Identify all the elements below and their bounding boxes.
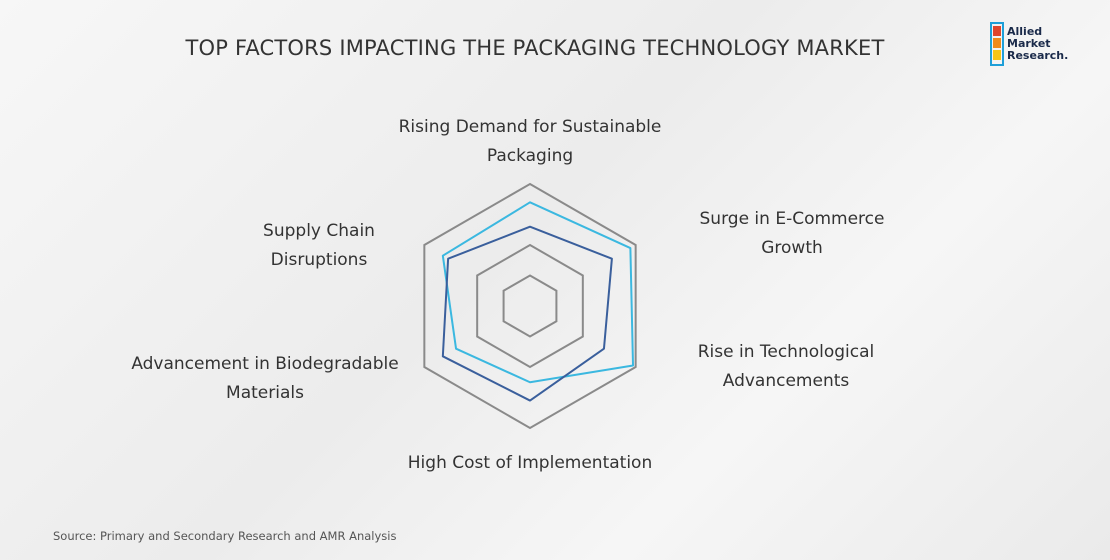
axis-label: Advancement in Biodegradable Materials (131, 354, 399, 403)
axis-label: Rise in Technological Advancements (697, 342, 875, 391)
logo-block (993, 50, 1001, 60)
axis-label: High Cost of Implementation (407, 453, 653, 473)
series-line (441, 201, 635, 384)
grid-ring (502, 274, 558, 338)
axis-label: Supply Chain Disruptions (263, 221, 375, 270)
logo: Allied Market Research. (990, 22, 1100, 78)
logo-frame (990, 22, 1004, 66)
series-line (441, 225, 613, 402)
logo-text: Market (1007, 37, 1051, 50)
grid-ring (423, 182, 637, 430)
axis-label: Rising Demand for Sustainable Packaging (398, 117, 662, 166)
source-note: Source: Primary and Secondary Research a… (53, 529, 397, 543)
logo-text: Allied (1007, 25, 1043, 38)
grid-ring (476, 243, 584, 369)
logo-block (993, 26, 1001, 36)
axis-label: Surge in E-Commerce Growth (699, 209, 885, 258)
chart-title: TOP FACTORS IMPACTING THE PACKAGING TECH… (185, 36, 885, 60)
logo-text: Research. (1007, 49, 1069, 62)
logo-block (993, 38, 1001, 48)
